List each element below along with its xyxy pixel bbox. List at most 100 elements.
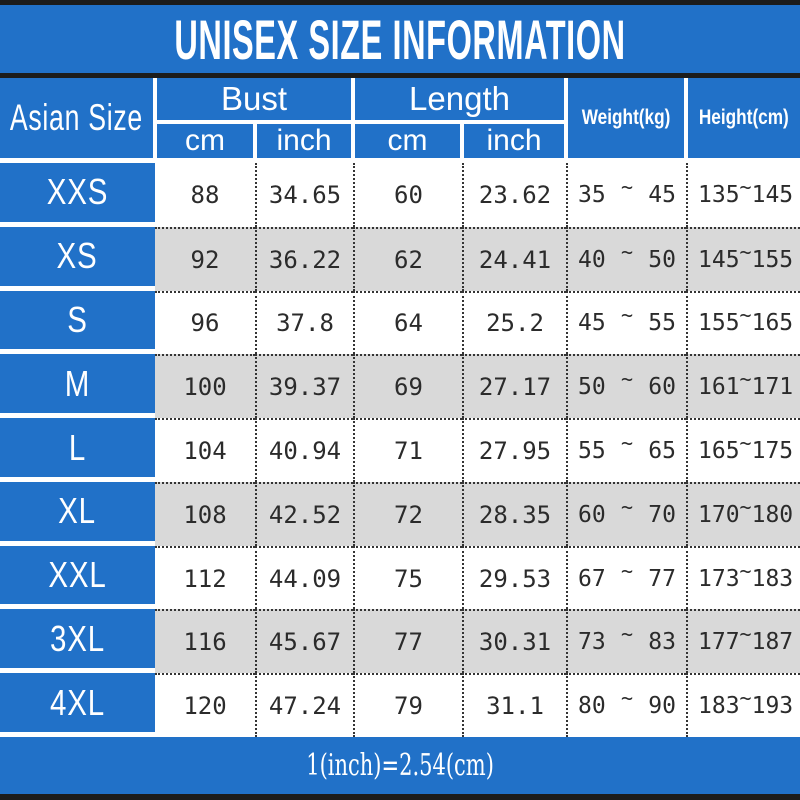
cell-height-range: 165 ~175 (686, 418, 800, 482)
tilde-separator: ~ (739, 303, 752, 328)
table-row: S 96 37.8 64 25.2 45 ~55 155 ~165 (0, 290, 800, 355)
cell-weight-range-min: 50 (578, 374, 606, 401)
row-size-cell: 4XL (0, 673, 155, 738)
cell-height-range-min: 135 (698, 181, 740, 208)
row-size-cell: XL (0, 481, 155, 546)
cell-bust-cm: 116 (155, 609, 255, 674)
tilde-separator: ~ (739, 558, 752, 583)
header-length-label: Length (409, 80, 510, 117)
table-row: 4XL 120 47.24 79 31.1 80 ~90 183 ~193 (0, 673, 800, 738)
tilde-separator: ~ (620, 431, 634, 456)
row-size-cell: S (0, 290, 155, 355)
tilde-separator: ~ (739, 367, 752, 392)
cell-bust-inch: 45.67 (255, 609, 353, 674)
cell-length-inch: 30.31 (462, 609, 566, 674)
cell-bust-cm: 96 (155, 290, 255, 355)
cell-bust-inch: 40.94 (255, 418, 353, 482)
row-size-label: XXS (46, 171, 109, 213)
cell-weight-range: 40 ~50 (566, 226, 686, 291)
cell-bust-cm: 112 (155, 545, 255, 610)
row-size-cell: M (0, 354, 155, 419)
cell-bust-cm: 120 (155, 673, 255, 738)
table-row: L 104 40.94 71 27.95 55 ~65 165 ~175 (0, 418, 800, 482)
cell-weight-range: 50 ~60 (566, 354, 686, 419)
cell-height-range-max: 187 (751, 629, 794, 656)
cell-bust-cm: 104 (155, 418, 255, 482)
cell-weight-range: 60 ~70 (566, 481, 686, 546)
cell-length-inch: 27.17 (462, 354, 566, 419)
cell-weight-range-min: 35 (578, 181, 606, 208)
cell-bust-inch: 37.8 (255, 290, 353, 355)
cell-height-range: 155 ~165 (686, 290, 800, 355)
cell-length-cm: 75 (353, 545, 462, 610)
row-size-label: L (68, 426, 87, 468)
top-border (0, 0, 800, 5)
row-size-cell: XXL (0, 545, 155, 610)
cell-length-cm: 72 (353, 481, 462, 546)
tilde-separator: ~ (620, 367, 634, 392)
cell-weight-range-min: 40 (578, 246, 606, 273)
tilde-separator: ~ (620, 239, 634, 264)
title-divider (0, 73, 800, 78)
cell-bust-inch: 34.65 (255, 163, 353, 227)
cell-height-range: 177 ~187 (686, 609, 800, 674)
cell-weight-range-max: 60 (648, 374, 676, 401)
cell-length-inch: 24.41 (462, 226, 566, 291)
cell-height-range-min: 173 (698, 565, 740, 592)
cell-weight-range-max: 50 (648, 246, 676, 273)
cell-length-cm: 79 (353, 673, 462, 738)
cell-height-range-min: 170 (698, 501, 740, 528)
header-height: Height(cm) (688, 78, 800, 158)
table-row: XS 92 36.22 62 24.41 40 ~50 145 ~155 (0, 226, 800, 291)
cell-weight-range-max: 55 (648, 310, 676, 337)
cell-weight-range: 67 ~77 (566, 545, 686, 610)
cell-bust-inch: 39.37 (255, 354, 353, 419)
cell-height-range-min: 177 (698, 629, 740, 656)
cell-length-cm: 60 (353, 163, 462, 227)
cell-weight-range: 35 ~45 (566, 163, 686, 227)
cell-length-inch: 25.2 (462, 290, 566, 355)
table-row: XXL 112 44.09 75 29.53 67 ~77 173 ~183 (0, 545, 800, 610)
cell-height-range: 161 ~171 (686, 354, 800, 419)
tilde-separator: ~ (739, 239, 752, 264)
row-size-label: XXL (48, 554, 107, 596)
cell-height-range-max: 183 (751, 565, 794, 592)
header-weight-label: Weight(kg) (581, 106, 671, 129)
cell-weight-range-min: 45 (578, 310, 606, 337)
footer-bar: 1(inch)=2.54(cm) (0, 737, 800, 794)
cell-weight-range: 55 ~65 (566, 418, 686, 482)
cell-length-cm: 62 (353, 226, 462, 291)
tilde-separator: ~ (739, 494, 752, 519)
table-body: XXS 88 34.65 60 23.62 35 ~45 135 ~145 XS 92 36.22 62… (0, 163, 800, 738)
cell-height-range-min: 155 (698, 310, 740, 337)
table-row: M 100 39.37 69 27.17 50 ~60 161 ~171 (0, 354, 800, 419)
table-header: Asian Size Bust Length Weight(kg) Height… (0, 78, 800, 158)
cell-height-range-max: 193 (751, 693, 794, 720)
header-height-label: Height(cm) (699, 106, 789, 129)
row-size-cell: XXS (0, 163, 155, 227)
cell-weight-range-min: 60 (578, 501, 606, 528)
row-size-cell: L (0, 418, 155, 482)
row-size-label: S (67, 298, 88, 340)
cell-height-range-min: 161 (698, 374, 740, 401)
header-length-cm: cm (355, 124, 460, 158)
tilde-separator: ~ (620, 303, 634, 328)
cell-bust-cm: 92 (155, 226, 255, 291)
cell-bust-cm: 108 (155, 481, 255, 546)
title-bar: UNISEX SIZE INFORMATION (0, 5, 800, 73)
tilde-separator: ~ (739, 686, 752, 711)
cell-bust-cm: 88 (155, 163, 255, 227)
cell-bust-cm: 100 (155, 354, 255, 419)
header-length-inch: inch (464, 124, 564, 158)
table-row: XL 108 42.52 72 28.35 60 ~70 170 ~180 (0, 481, 800, 546)
row-size-label: 4XL (50, 681, 105, 723)
cell-length-inch: 29.53 (462, 545, 566, 610)
row-size-label: M (64, 362, 91, 404)
conversion-note: 1(inch)=2.54(cm) (306, 748, 494, 783)
cell-length-cm: 69 (353, 354, 462, 419)
cell-weight-range-max: 65 (648, 438, 676, 465)
row-size-label: XS (56, 235, 99, 277)
cell-length-cm: 77 (353, 609, 462, 674)
tilde-separator: ~ (620, 686, 634, 711)
